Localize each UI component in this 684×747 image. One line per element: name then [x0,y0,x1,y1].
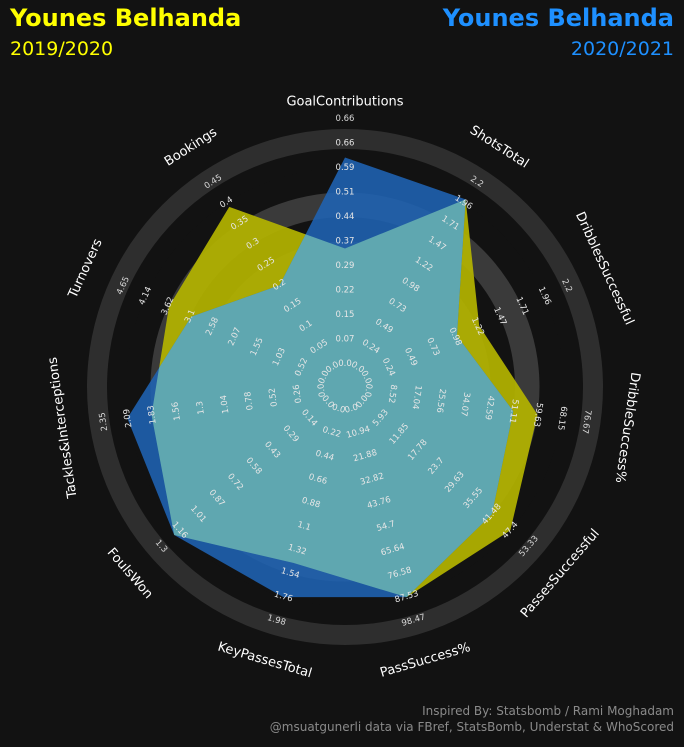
tick-label: 0.78 [243,391,256,411]
axis-label: FoulsWon [104,545,156,602]
series-polygons [127,157,538,598]
tick-label: 1.3 [195,400,207,415]
tick-label: 2.35 [98,412,111,432]
tick-label: 0.59 [336,163,355,173]
tick-label: 1.56 [170,401,183,421]
season-2019: 2019/2020 [10,38,114,60]
tick-label: 2.09 [122,408,135,428]
tick-label: 0.51 [336,188,355,198]
tick-label: 0.0 [338,359,352,369]
tick-label: 42.59 [482,395,495,421]
tick-label: 68.15 [555,405,568,431]
tick-label: 0.0 [331,402,347,415]
player-name-2020: Younes Belhanda [442,4,674,32]
tick-label: 17.04 [410,384,423,410]
player-name-2019: Younes Belhanda [10,4,242,32]
axis-label: KeyPassesTotal [216,640,314,682]
axis-label: Bookings [162,125,220,170]
axis-label: ShotsTotal [467,123,531,172]
tick-label: 0.66 [336,114,355,124]
axis-label: Tackles&Interceptions [45,356,80,500]
tick-label: 76.67 [579,409,592,435]
axis-label: GoalContributions [286,95,403,110]
season-2020: 2020/2021 [570,38,674,60]
tick-label: 0.15 [336,310,355,320]
credit-data-source: @msuatgunerli data via FBref, StatsBomb,… [269,720,674,734]
tick-label: 1.1 [296,520,312,533]
tick-label: 1.04 [219,394,232,414]
tick-label: 0.07 [336,335,355,345]
tick-label: 1.83 [146,405,159,425]
tick-label: 59.63 [531,402,544,428]
tick-label: 0.29 [336,261,355,271]
tick-label: 0.0 [362,383,374,398]
tick-label: 0.66 [336,139,355,149]
tick-label: 51.11 [507,398,520,424]
tick-label: 0.52 [267,387,280,407]
axis-label: PassSuccess% [378,640,472,681]
tick-label: 0.37 [336,237,355,247]
tick-label: 0.26 [292,384,305,404]
credit-inspired-by: Inspired By: Statsbomb / Rami Moghadam [422,704,674,718]
tick-label: 0.0 [316,383,328,398]
tick-label: 0.0 [344,402,360,415]
tick-label: 0.22 [336,286,355,296]
tick-label: 8.52 [386,384,399,404]
tick-label: 0.44 [336,212,355,222]
tick-label: 25.56 [434,388,447,414]
series-overlap [151,199,514,598]
tick-label: 34.07 [458,391,471,417]
axis-label: Turnovers [65,236,105,301]
axis-label: DribbleSuccess% [612,371,643,484]
